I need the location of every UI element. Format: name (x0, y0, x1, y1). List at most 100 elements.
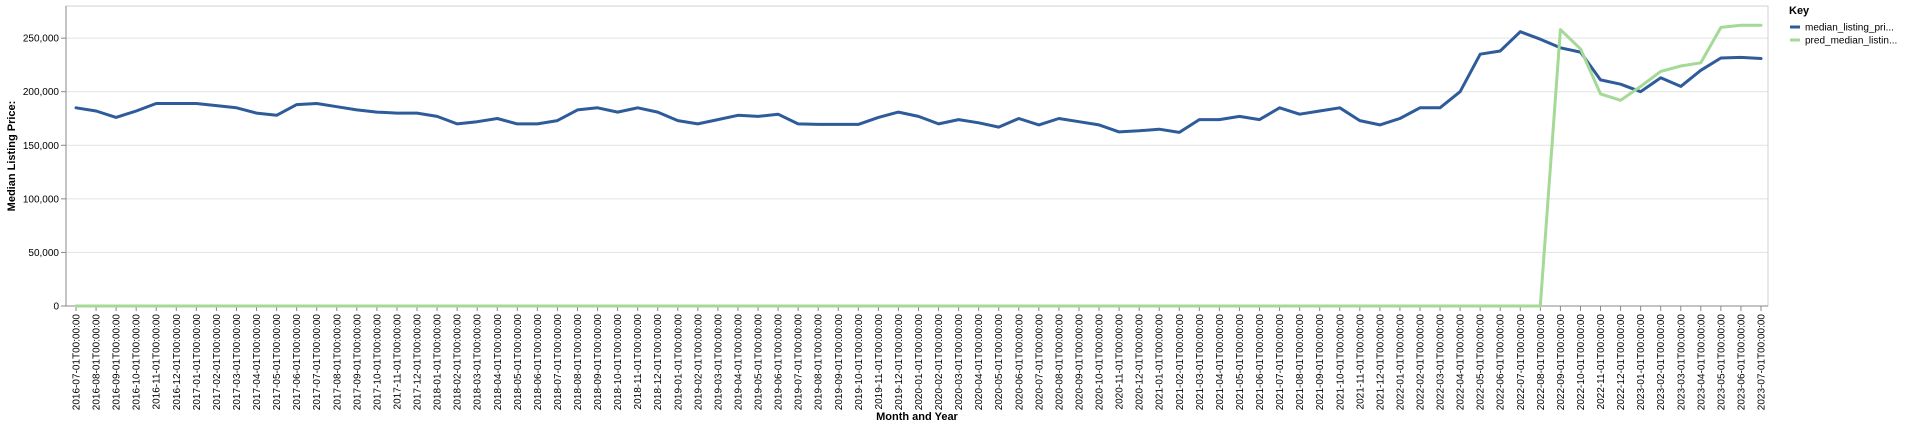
grid-lines (66, 37, 1768, 307)
x-tick-label: 2020-08-01T00:00:00 (1054, 314, 1065, 411)
y-tick-label: 100,000 (23, 194, 60, 205)
x-tick-label: 2021-06-01T00:00:00 (1255, 314, 1266, 411)
x-tick-label: 2019-07-01T00:00:00 (794, 314, 805, 411)
y-axis-title: Median Listing Price: (6, 101, 18, 212)
x-tick-label: 2020-10-01T00:00:00 (1095, 314, 1106, 411)
x-tick-label: 2021-01-01T00:00:00 (1155, 314, 1166, 411)
legend-label: pred_median_listin... (1805, 36, 1897, 47)
x-tick-label: 2022-09-01T00:00:00 (1556, 314, 1567, 411)
x-tick-label: 2016-11-01T00:00:00 (152, 314, 163, 410)
x-tick-label: 2021-08-01T00:00:00 (1295, 314, 1306, 411)
x-tick-label: 2021-11-01T00:00:00 (1355, 314, 1366, 410)
x-tick-label: 2017-12-01T00:00:00 (413, 314, 424, 411)
x-tick-label: 2019-03-01T00:00:00 (713, 314, 724, 411)
x-tick-label: 2019-05-01T00:00:00 (754, 314, 765, 411)
x-tick-label: 2021-10-01T00:00:00 (1335, 314, 1346, 411)
y-tick-label: 50,000 (28, 248, 59, 259)
x-tick-label: 2021-12-01T00:00:00 (1375, 314, 1386, 411)
legend-label: median_listing_pri... (1805, 23, 1894, 34)
x-tick-label: 2019-12-01T00:00:00 (894, 314, 905, 411)
x-tick-label: 2018-06-01T00:00:00 (533, 314, 544, 411)
y-tick-label: 200,000 (23, 87, 60, 98)
x-tick-label: 2021-09-01T00:00:00 (1315, 314, 1326, 411)
x-tick-label: 2022-06-01T00:00:00 (1496, 314, 1507, 411)
x-tick-label: 2017-10-01T00:00:00 (372, 314, 383, 411)
x-tick-label: 2021-02-01T00:00:00 (1175, 314, 1186, 411)
x-tick-label: 2016-08-01T00:00:00 (92, 314, 103, 411)
x-tick-label: 2020-03-01T00:00:00 (954, 314, 965, 411)
y-tick-label: 250,000 (23, 34, 60, 45)
x-tick-label: 2019-08-01T00:00:00 (814, 314, 825, 411)
x-tick-label: 2020-02-01T00:00:00 (934, 314, 945, 411)
x-tick-label: 2022-04-01T00:00:00 (1456, 314, 1467, 411)
x-tick-label: 2017-09-01T00:00:00 (352, 314, 363, 411)
x-tick-label: 2020-04-01T00:00:00 (974, 314, 985, 411)
x-tick-label: 2021-05-01T00:00:00 (1235, 314, 1246, 411)
x-tick-label: 2017-11-01T00:00:00 (393, 314, 404, 410)
x-tick-label: 2019-10-01T00:00:00 (854, 314, 865, 411)
x-tick-label: 2022-11-01T00:00:00 (1596, 314, 1607, 410)
x-tick-label: 2023-05-01T00:00:00 (1716, 314, 1727, 411)
y-tick-label: 150,000 (23, 141, 60, 152)
x-tick-label: 2019-11-01T00:00:00 (874, 314, 885, 410)
series-line-1 (74, 30, 1763, 134)
x-tick-label: 2019-01-01T00:00:00 (673, 314, 684, 411)
x-tick-label: 2017-01-01T00:00:00 (192, 314, 203, 411)
x-tick-label: 2018-02-01T00:00:00 (453, 314, 464, 411)
x-tick-label: 2019-06-01T00:00:00 (774, 314, 785, 411)
x-tick-label: 2023-01-01T00:00:00 (1636, 314, 1647, 411)
legend: Key median_listing_pri... pred_median_lis… (1789, 5, 1897, 47)
x-tick-label: 2016-07-01T00:00:00 (72, 314, 83, 411)
y-tick-label: 0 (53, 302, 59, 313)
x-tick-label: 2023-07-01T00:00:00 (1757, 314, 1768, 411)
x-tick-label: 2017-04-01T00:00:00 (252, 314, 263, 411)
x-tick-label: 2021-03-01T00:00:00 (1195, 314, 1206, 411)
x-tick-label: 2022-10-01T00:00:00 (1576, 314, 1587, 411)
x-tick-label: 2020-06-01T00:00:00 (1014, 314, 1025, 411)
series-lines (74, 23, 1763, 308)
x-tick-label: 2017-02-01T00:00:00 (212, 314, 223, 411)
series-line-2 (74, 23, 1763, 308)
x-tick-label: 2017-06-01T00:00:00 (292, 314, 303, 411)
x-tick-label: 2023-04-01T00:00:00 (1696, 314, 1707, 411)
x-tick-label: 2022-03-01T00:00:00 (1436, 314, 1447, 411)
x-tick-label: 2017-08-01T00:00:00 (332, 314, 343, 411)
x-tick-label: 2022-08-01T00:00:00 (1536, 314, 1547, 411)
x-tick-label: 2023-06-01T00:00:00 (1736, 314, 1747, 411)
x-tick-label: 2018-12-01T00:00:00 (653, 314, 664, 411)
x-tick-label: 2021-07-01T00:00:00 (1275, 314, 1286, 411)
x-tick-label: 2022-07-01T00:00:00 (1516, 314, 1527, 411)
x-tick-label: 2020-09-01T00:00:00 (1075, 314, 1086, 411)
x-tick-label: 2020-01-01T00:00:00 (914, 314, 925, 411)
x-tick-label: 2017-03-01T00:00:00 (232, 314, 243, 411)
x-tick-label: 2023-03-01T00:00:00 (1676, 314, 1687, 411)
x-tick-label: 2020-07-01T00:00:00 (1034, 314, 1045, 411)
x-tick-label: 2016-12-01T00:00:00 (172, 314, 183, 411)
x-tick-label: 2018-04-01T00:00:00 (493, 314, 504, 411)
x-tick-label: 2019-04-01T00:00:00 (734, 314, 745, 411)
x-tick-label: 2018-10-01T00:00:00 (613, 314, 624, 411)
plot-frame (65, 5, 1769, 307)
x-tick-label: 2023-02-01T00:00:00 (1656, 314, 1667, 411)
x-tick-label: 2020-05-01T00:00:00 (994, 314, 1005, 411)
x-tick-label: 2022-02-01T00:00:00 (1416, 314, 1427, 411)
x-tick-label: 2018-08-01T00:00:00 (573, 314, 584, 411)
x-tick-label: 2018-05-01T00:00:00 (513, 314, 524, 411)
x-tick-label: 2018-03-01T00:00:00 (473, 314, 484, 411)
x-tick-label: 2016-10-01T00:00:00 (132, 314, 143, 411)
x-axis-title: Month and Year (876, 411, 958, 423)
x-tick-label: 2016-09-01T00:00:00 (112, 314, 123, 411)
x-tick-label: 2022-05-01T00:00:00 (1476, 314, 1487, 411)
x-tick-label: 2019-09-01T00:00:00 (834, 314, 845, 411)
x-tick-label: 2018-09-01T00:00:00 (593, 314, 604, 411)
x-tick-label: 2022-12-01T00:00:00 (1616, 314, 1627, 411)
x-tick-label: 2018-07-01T00:00:00 (553, 314, 564, 411)
x-tick-label: 2021-04-01T00:00:00 (1215, 314, 1226, 411)
x-tick-label: 2020-11-01T00:00:00 (1115, 314, 1126, 410)
x-tick-label: 2018-11-01T00:00:00 (633, 314, 644, 410)
x-tick-label: 2022-01-01T00:00:00 (1395, 314, 1406, 411)
legend-title: Key (1789, 5, 1810, 17)
x-tick-label: 2019-02-01T00:00:00 (693, 314, 704, 411)
x-tick-label: 2017-07-01T00:00:00 (312, 314, 323, 411)
